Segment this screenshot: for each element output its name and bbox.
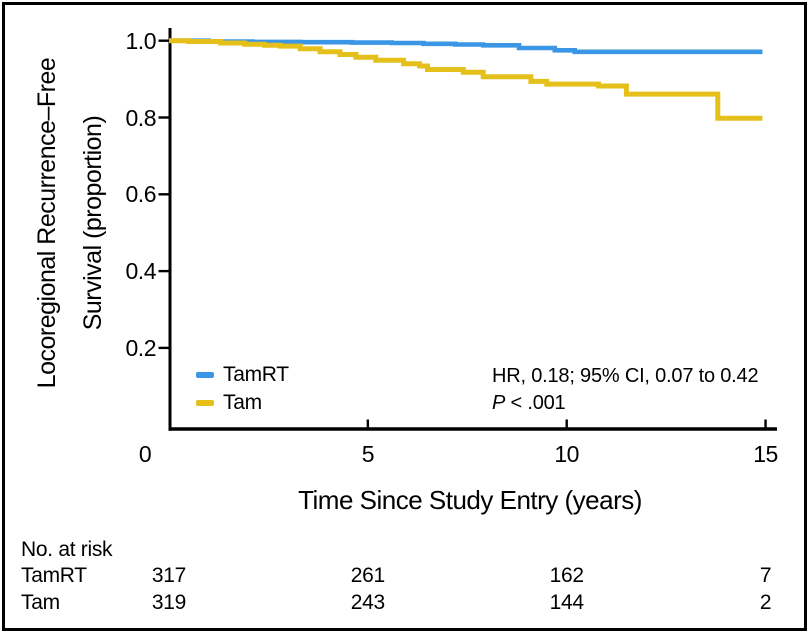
risk-value: 7 xyxy=(759,564,772,587)
survival-curves xyxy=(169,38,763,121)
y-tick-label: 0.2 xyxy=(125,334,157,361)
risk-value: 162 xyxy=(549,564,584,587)
x-axis-title: Time Since Study Entry (years) xyxy=(298,485,642,515)
risk-value: 261 xyxy=(350,564,385,587)
x-tick-label: 0 xyxy=(138,441,152,467)
legend-item-TamRT: TamRT xyxy=(196,361,289,389)
y-tick-label: 0.4 xyxy=(125,258,157,285)
legend-label: Tam xyxy=(223,391,262,414)
y-tick-label: 0.8 xyxy=(125,104,157,131)
y-tick-label: 0.6 xyxy=(125,181,157,208)
hr-annotation-line2: P < .001 xyxy=(492,390,758,417)
risk-row-label: TamRT xyxy=(21,564,87,587)
hr-annotation: HR, 0.18; 95% CI, 0.07 to 0.42 P < .001 xyxy=(492,363,759,417)
risk-value: 317 xyxy=(151,564,187,587)
legend-item-Tam: Tam xyxy=(196,389,289,417)
series-curve-Tam xyxy=(169,38,763,121)
legend: TamRT Tam xyxy=(196,361,289,417)
legend-label: TamRT xyxy=(223,363,289,386)
x-tick-label: 5 xyxy=(361,441,375,467)
x-tick-label: 15 xyxy=(753,441,778,467)
axes xyxy=(158,28,777,431)
y-tick-label: 1.0 xyxy=(125,27,157,54)
legend-swatch-icon xyxy=(196,372,214,378)
risk-value: 144 xyxy=(549,591,584,614)
risk-row-label: Tam xyxy=(21,591,60,614)
hr-annotation-line1: HR, 0.18; 95% CI, 0.07 to 0.42 xyxy=(492,365,759,387)
risk-value: 243 xyxy=(350,591,385,614)
risk-table-title: No. at risk xyxy=(21,538,113,561)
p-value: < .001 xyxy=(505,392,566,414)
legend-swatch-icon xyxy=(196,400,214,406)
p-symbol: P xyxy=(492,392,506,414)
risk-value: 2 xyxy=(759,591,772,614)
risk-value: 319 xyxy=(151,591,187,614)
x-tick-label: 10 xyxy=(554,441,579,467)
